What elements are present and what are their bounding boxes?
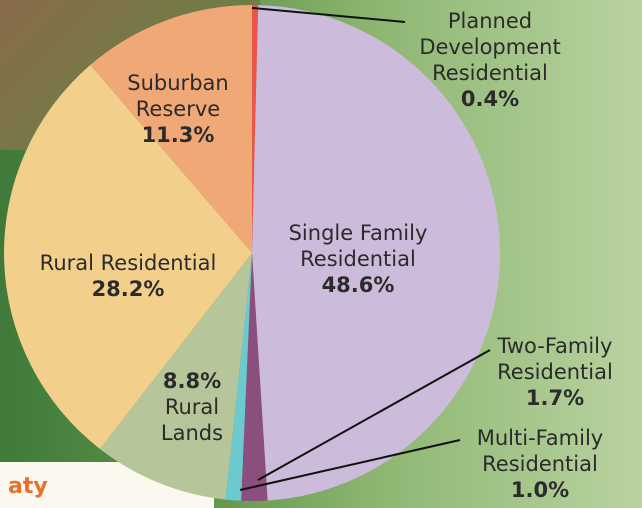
slice-label: 8.8%Rural Lands: [152, 368, 232, 446]
category-label: Multi-Family Residential: [477, 426, 603, 476]
value-label: 8.8%: [152, 368, 232, 394]
value-label: 11.3%: [108, 122, 248, 148]
value-label: 1.0%: [458, 477, 623, 503]
category-label: Single Family Residential: [289, 221, 428, 271]
screenshot: aty Planned Development Residential0.4%S…: [0, 0, 642, 508]
value-label: 1.7%: [480, 385, 630, 411]
category-label: Planned Development Residential: [419, 9, 560, 85]
value-label: 28.2%: [3, 276, 253, 302]
value-label: 0.4%: [403, 86, 578, 112]
category-label: Suburban Reserve: [127, 71, 228, 121]
category-label: Rural Residential: [40, 251, 217, 275]
category-label: Two-Family Residential: [497, 334, 613, 384]
category-label: Rural Lands: [161, 395, 223, 445]
value-label: 48.6%: [258, 272, 458, 298]
